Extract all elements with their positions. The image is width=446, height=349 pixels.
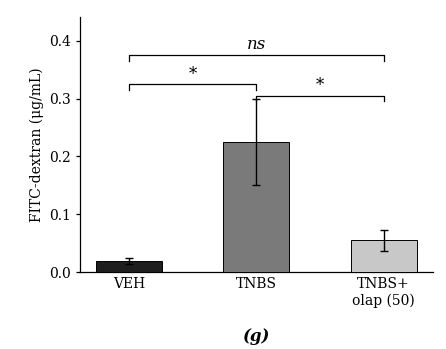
Text: *: * [316,77,324,95]
Bar [223,142,289,272]
Text: *: * [189,66,197,83]
Text: ns: ns [247,36,266,53]
Text: (g): (g) [243,328,270,345]
Bar [96,261,162,272]
Bar [351,240,417,272]
Y-axis label: FITC-dextran (μg/mL): FITC-dextran (μg/mL) [29,67,44,222]
